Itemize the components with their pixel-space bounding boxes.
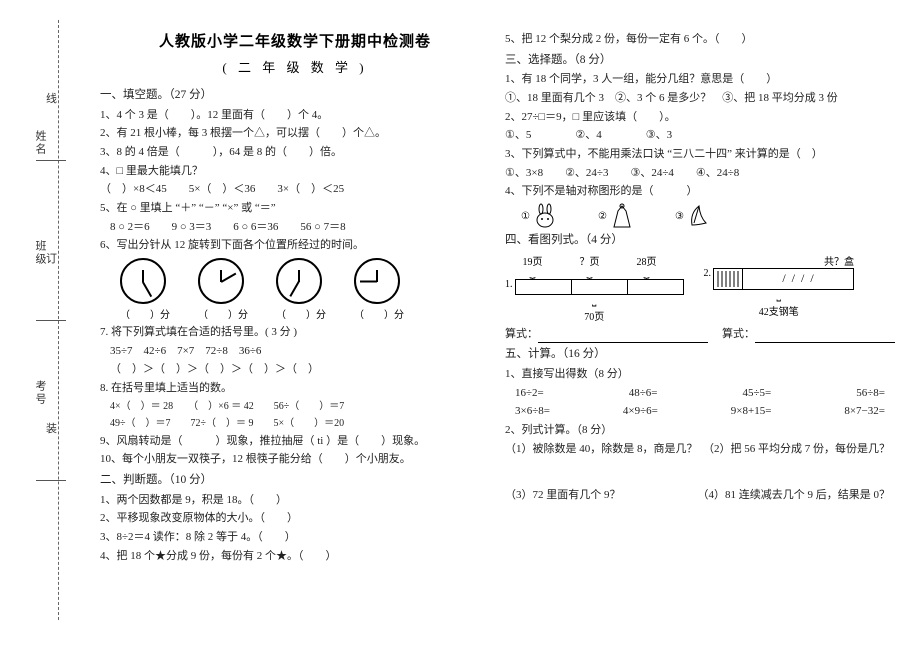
clock-3-wrap: （ ）分 bbox=[276, 258, 326, 321]
q3-2: 2、27÷□＝9，□ 里应该填（ ）。 bbox=[505, 108, 895, 127]
q5-2row2: （3）72 里面有几个 9？（4）81 连续减去几个 9 后，结果是 0？ bbox=[505, 486, 890, 505]
clock-1-wrap: （ ）分 bbox=[120, 258, 170, 321]
q1-5b: 8 ○ 2＝6 9 ○ 3＝3 6 ○ 6＝36 56 ○ 7＝8 bbox=[110, 218, 490, 237]
q2-3: 3、8÷2＝4 读作：8 除 2 等于 4。（ ） bbox=[100, 528, 490, 547]
q1-8b: 49÷（ ）＝7 72÷（ ）＝ 9 5×（ ）＝20 bbox=[110, 415, 490, 432]
calc-blank-1[interactable] bbox=[538, 332, 708, 343]
q2-2: 2、平移现象改变原物体的大小。（ ） bbox=[100, 509, 490, 528]
tape1-seg3-top: 28页⏟ bbox=[619, 253, 674, 279]
q1-5: 5、在 ○ 里填上 “＋” “－” “×” 或 “＝” bbox=[100, 199, 490, 218]
clock-row: （ ）分 （ ）分 （ ）分 bbox=[120, 258, 490, 321]
binding-margin: 线 姓名 订 班级 装 考号 bbox=[36, 20, 80, 620]
label-zhuang: 装 bbox=[46, 420, 57, 436]
label-xingming: 姓名 bbox=[32, 130, 48, 156]
tape-1: 19页⏟ ？页⏟ 28页⏟ 1. ⎵ 70页 bbox=[505, 253, 684, 323]
label-kaohao: 考号 bbox=[32, 380, 48, 406]
tape2-top: 共？盒 bbox=[704, 253, 855, 268]
fig3-num: ③ bbox=[675, 211, 684, 222]
sec4-heading: 四、看图列式。（4 分） bbox=[505, 231, 895, 251]
fig1-num: ① bbox=[521, 211, 530, 222]
q3-1: 1、有 18 个同学，3 人一组，能分几组？意思是（ ） bbox=[505, 70, 895, 89]
label-xian: 线 bbox=[46, 90, 57, 106]
q2-1: 1、两个因数都是 9，积是 18。（ ） bbox=[100, 491, 490, 510]
calc-blank-2[interactable] bbox=[755, 332, 895, 343]
q1-7b: 35÷7 42÷6 7×7 72÷8 36÷6 bbox=[110, 342, 490, 361]
tape1-bar: 1. bbox=[505, 279, 684, 295]
q1-2: 2、有 21 根小棒，每 3 根摆一个△，可以摆（ ）个△。 bbox=[100, 124, 490, 143]
tape1-seg1-top: 19页⏟ bbox=[505, 253, 560, 279]
q1-4: 4、□ 里最大能填几？ bbox=[100, 162, 490, 181]
q3-2b: ①、5 ②、4 ③、3 bbox=[505, 126, 895, 145]
q1-10: 10、每个小朋友一双筷子，12 根筷子能分给（ ）个小朋友。 bbox=[100, 450, 490, 469]
fig-3: ③ bbox=[675, 203, 712, 229]
sec3-heading: 三、选择题。（8 分） bbox=[505, 51, 895, 71]
q1-8: 8. 在括号里填上适当的数。 bbox=[100, 379, 490, 398]
calc-label: 算式： bbox=[722, 328, 755, 340]
calc-label: 算式： bbox=[505, 328, 538, 340]
binding-hline bbox=[36, 160, 66, 161]
fig-2: ② bbox=[598, 203, 635, 229]
tape1-seg2-top: ？页⏟ bbox=[562, 253, 617, 279]
mental-row2: 3×6÷8=4×9÷6=9×8+15=8×7−32= bbox=[515, 402, 885, 421]
q5-2: 2、列式计算。（8 分） bbox=[505, 421, 895, 440]
q1-7c: （ ）＞（ ）＞（ ）＞（ ）＞（ ） bbox=[110, 360, 490, 379]
clock-4 bbox=[354, 258, 400, 304]
fig2-num: ② bbox=[598, 211, 607, 222]
sec1-heading: 一、填空题。（27 分） bbox=[100, 86, 490, 106]
q1-8a: 4×（ ）＝ 28 （ ）×6 ＝ 42 56÷（ ）＝7 bbox=[110, 398, 490, 415]
clock-2-wrap: （ ）分 bbox=[198, 258, 248, 321]
q3-3: 3、下列算式中，不能用乘法口诀 “三八二十四” 来计算的是（ ） bbox=[505, 145, 895, 164]
exam-page: 线 姓名 订 班级 装 考号 人教版小学二年级数学下册期中检测卷 ( 二 年 级… bbox=[0, 0, 920, 651]
clock-1-label: （ ）分 bbox=[120, 306, 170, 321]
sec5-heading: 五、计算。（16 分） bbox=[505, 345, 895, 365]
rabbit-icon bbox=[532, 203, 558, 229]
clock-1 bbox=[120, 258, 166, 304]
rtop: 5、把 12 个梨分成 2 份，每份一定有 6 个。（ ） bbox=[505, 30, 895, 49]
sec2-heading: 二、判断题。（10 分） bbox=[100, 471, 490, 491]
q1-9: 9、风扇转动是（ ）现象，推拉抽屉（ ti ）是（ ）现象。 bbox=[100, 432, 490, 451]
tape2-bottom: 42支钢笔 bbox=[704, 303, 855, 318]
q1-3: 3、8 的 4 倍是（ ），64 是 8 的（ ）倍。 bbox=[100, 143, 490, 162]
fig-1: ① bbox=[521, 203, 558, 229]
tape1-bottom: 70页 bbox=[505, 308, 684, 323]
q2-4: 4、把 18 个★分成 9 份，每份有 2 个★。（ ） bbox=[100, 547, 490, 566]
q5-2row1: （1）被除数是 40，除数是 8，商是几？（2）把 56 平均分成 7 份，每份… bbox=[505, 440, 890, 459]
q5-1: 1、直接写出得数（8 分） bbox=[505, 365, 895, 384]
binding-hline bbox=[36, 480, 66, 481]
q1-1: 1、4 个 3 是（ ）。12 里面有（ ）个 4。 bbox=[100, 106, 490, 125]
binding-hline bbox=[36, 320, 66, 321]
dress-icon bbox=[609, 203, 635, 229]
calc-lines: 算式： 算式： bbox=[505, 325, 895, 344]
clock-3-label: （ ）分 bbox=[276, 306, 326, 321]
mental-row1: 16÷2=48÷6=45÷5=56÷8= bbox=[515, 384, 885, 403]
q1-7: 7. 将下列算式填在合适的括号里。( 3 分 ) bbox=[100, 323, 490, 342]
diagram-row: 19页⏟ ？页⏟ 28页⏟ 1. ⎵ 70页 共？盒 2. bbox=[505, 253, 895, 323]
q1-4b: （ ）×8＜45 5×（ ）＜36 3×（ ）＜25 bbox=[100, 180, 490, 199]
q3-3b: ①、3×8 ②、24÷3 ③、24÷4 ④、24÷8 bbox=[505, 164, 895, 183]
clock-2-label: （ ）分 bbox=[198, 306, 248, 321]
clock-2 bbox=[198, 258, 244, 304]
label-banji: 班级 bbox=[32, 240, 48, 266]
left-column: 人教版小学二年级数学下册期中检测卷 ( 二 年 级 数 学 ) 一、填空题。（2… bbox=[100, 30, 490, 565]
q1-6: 6、写出分针从 12 旋转到下面各个位置所经过的时间。 bbox=[100, 236, 490, 255]
clock-4-label: （ ）分 bbox=[354, 306, 404, 321]
symmetry-figures: ① ② ③ bbox=[521, 203, 895, 229]
q3-1b: ①、18 里面有几个 3 ②、3 个 6 是多少？ ③、把 18 平均分成 3 … bbox=[505, 89, 895, 108]
tape2-bar: 2. / / / / bbox=[704, 268, 855, 290]
tape-2: 共？盒 2. / / / / ⎵ 42支钢笔 bbox=[704, 253, 855, 318]
right-column: 5、把 12 个梨分成 2 份，每份一定有 6 个。（ ） 三、选择题。（8 分… bbox=[505, 30, 895, 505]
clock-3 bbox=[276, 258, 322, 304]
pen-group-icon bbox=[714, 269, 742, 289]
exam-subtitle: ( 二 年 级 数 学 ) bbox=[100, 57, 490, 76]
clock-4-wrap: （ ）分 bbox=[354, 258, 404, 321]
exam-title: 人教版小学二年级数学下册期中检测卷 bbox=[100, 30, 490, 51]
q3-4: 4、下列不是轴对称图形的是（ ） bbox=[505, 182, 895, 201]
leaf-icon bbox=[686, 203, 712, 229]
